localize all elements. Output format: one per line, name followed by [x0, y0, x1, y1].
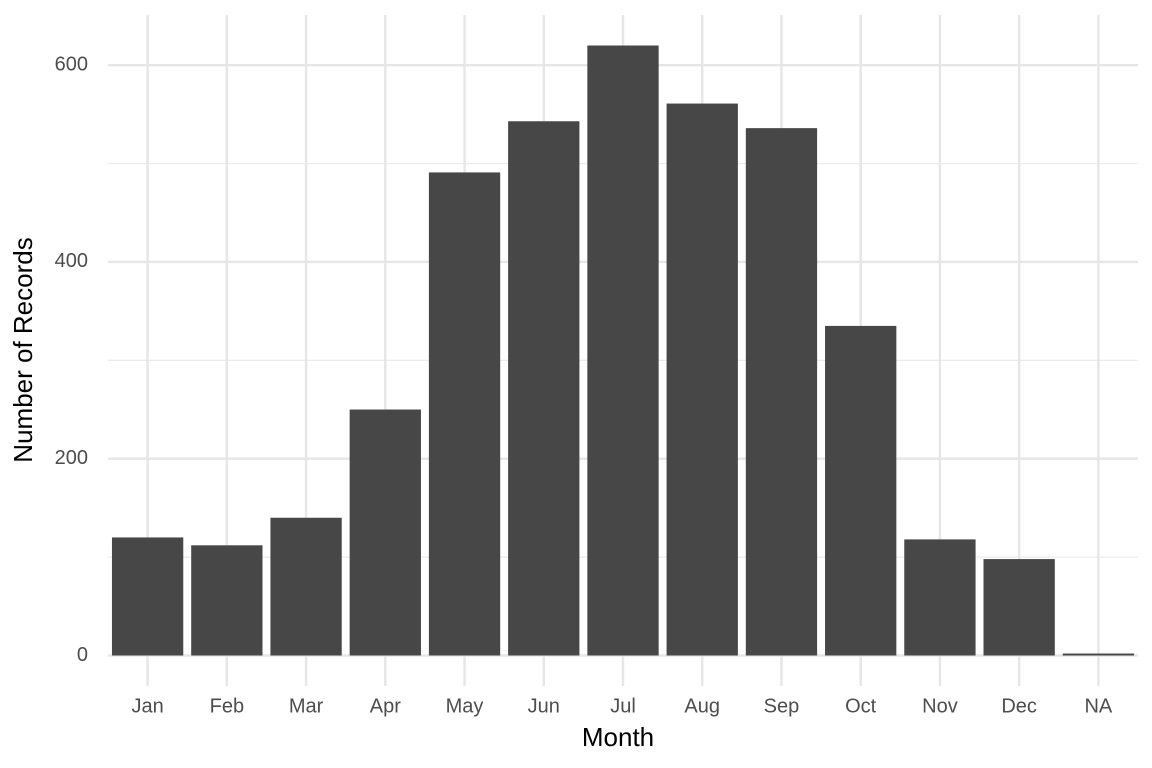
- x-tick-label: Nov: [922, 695, 958, 717]
- y-tick-label: 400: [55, 250, 88, 272]
- x-tick-label: Mar: [289, 695, 324, 717]
- x-tick-label: Jan: [131, 695, 163, 717]
- bar: [904, 539, 976, 656]
- bar: [428, 172, 501, 656]
- bar: [508, 121, 580, 656]
- y-tick-label: 0: [77, 644, 88, 666]
- bar: [825, 325, 897, 656]
- bar: [745, 128, 818, 656]
- bar: [983, 559, 1055, 656]
- x-tick-label: Jun: [528, 695, 560, 717]
- y-axis-title: Number of Records: [8, 237, 38, 462]
- x-tick-label: Jul: [610, 695, 636, 717]
- bar: [666, 103, 738, 656]
- bar: [587, 45, 659, 656]
- x-tick-label: Aug: [684, 695, 720, 717]
- x-tick-label: NA: [1084, 695, 1112, 717]
- y-tick-label: 200: [55, 447, 88, 469]
- x-tick-label: Apr: [370, 695, 401, 717]
- x-tick-label: Feb: [210, 695, 244, 717]
- bar: [270, 517, 342, 656]
- x-tick-label: Sep: [764, 695, 800, 717]
- y-tick-label: 600: [55, 53, 88, 75]
- bar: [1062, 653, 1135, 656]
- bar: [349, 409, 421, 656]
- bar: [111, 537, 184, 656]
- x-tick-label: Oct: [845, 695, 877, 717]
- x-tick-label: Dec: [1001, 695, 1037, 717]
- x-axis-title: Month: [582, 722, 654, 752]
- x-tick-label: May: [446, 695, 484, 717]
- bar: [191, 545, 263, 656]
